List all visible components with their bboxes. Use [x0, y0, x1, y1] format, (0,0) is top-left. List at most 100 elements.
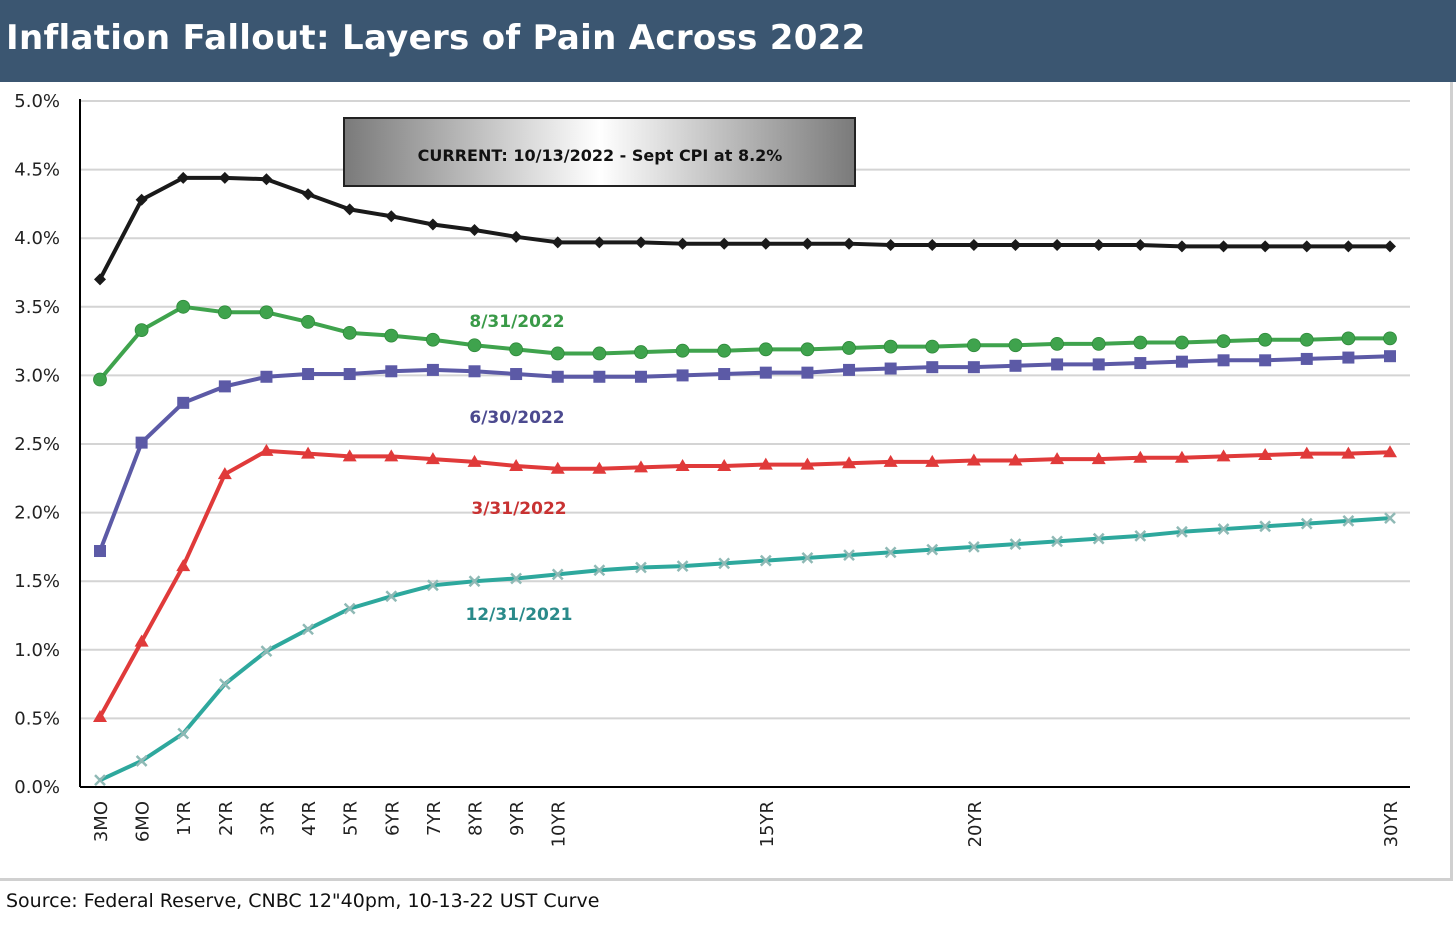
data-point-stroke: [177, 727, 190, 740]
data-point: [93, 710, 107, 723]
data-point: [1384, 350, 1396, 363]
data-point: [302, 623, 314, 636]
y-tick-label: 2.0%: [14, 503, 60, 524]
data-point: [218, 678, 231, 690]
data-point: [593, 564, 606, 577]
data-point: [1342, 514, 1355, 527]
data-point: [385, 365, 398, 378]
annotation-text: CURRENT: 10/13/2022 - Sept CPI at 8.2%: [418, 146, 783, 165]
x-tick-label: 15YR: [757, 801, 778, 847]
data-point-stroke: [385, 590, 398, 603]
data-point: [551, 236, 564, 249]
series-label: 8/31/2022: [469, 312, 564, 332]
data-point: [259, 305, 274, 320]
data-point-stroke: [593, 564, 606, 577]
data-point: [676, 237, 689, 250]
data-point: [176, 299, 191, 314]
data-point: [467, 454, 482, 467]
data-point: [550, 346, 565, 361]
data-point: [177, 171, 190, 184]
x-tick-label: 7YR: [424, 801, 445, 836]
data-point: [1133, 335, 1148, 350]
x-tick-label: 3YR: [257, 801, 278, 836]
data-point: [134, 323, 149, 338]
data-point: [259, 443, 274, 456]
data-point: [260, 645, 273, 658]
x-tick-label: 10YR: [549, 801, 570, 847]
data-point: [675, 343, 690, 358]
data-point: [717, 343, 732, 358]
data-point-stroke: [260, 645, 273, 658]
data-point: [217, 467, 232, 480]
data-point-stroke: [302, 623, 314, 636]
data-point: [93, 372, 107, 387]
y-tick-label: 5.0%: [14, 91, 60, 112]
data-point: [759, 554, 772, 567]
series-line: [98, 304, 1390, 381]
data-point: [842, 341, 856, 355]
data-point: [593, 370, 606, 383]
data-point: [1342, 240, 1355, 253]
series-3-31-2022: [93, 443, 1397, 723]
data-point: [510, 572, 523, 585]
data-point: [842, 456, 857, 469]
data-point: [510, 368, 523, 381]
data-point: [426, 332, 440, 347]
data-point: [218, 380, 231, 393]
data-point: [884, 362, 897, 375]
data-point: [883, 454, 898, 467]
data-point-stroke: [676, 560, 689, 572]
data-point: [94, 545, 106, 558]
data-point: [1091, 452, 1106, 465]
data-point: [676, 369, 689, 382]
data-point: [1259, 520, 1272, 533]
series-labels: 8/31/2022 6/30/2022 3/31/2022 12/31/2021: [465, 312, 572, 625]
data-point-stroke: [1176, 525, 1188, 538]
series-line: [99, 516, 1391, 782]
data-point-stroke: [468, 575, 481, 588]
data-point: [1299, 332, 1314, 347]
data-point: [843, 549, 855, 562]
data-point: [177, 727, 190, 740]
data-point-stroke: [843, 549, 855, 562]
data-point: [510, 230, 523, 243]
data-point-stroke: [1217, 523, 1230, 535]
data-point: [1300, 352, 1313, 365]
data-point: [384, 449, 399, 462]
data-point: [718, 237, 731, 250]
data-point: [1175, 240, 1188, 253]
data-point: [343, 203, 356, 216]
y-tick-label: 1.0%: [14, 640, 60, 661]
data-point: [1259, 354, 1272, 367]
data-point: [1216, 449, 1231, 462]
data-point: [1216, 334, 1231, 349]
series-8-31-2022: [93, 299, 1397, 387]
data-point: [342, 449, 357, 462]
data-point: [1259, 240, 1272, 253]
data-point: [592, 346, 607, 361]
data-point: [301, 446, 316, 459]
data-point: [1009, 359, 1022, 372]
data-point: [550, 461, 565, 474]
data-point-stroke: [551, 568, 564, 581]
y-tick-label: 4.5%: [14, 160, 60, 181]
data-point-stroke: [759, 554, 772, 567]
data-point: [1341, 331, 1356, 346]
data-point: [468, 575, 481, 588]
x-tick-label: 8YR: [466, 801, 487, 836]
data-point: [1050, 336, 1064, 351]
data-point: [717, 458, 732, 471]
data-point: [384, 328, 399, 343]
data-point: [176, 559, 191, 572]
data-point: [1384, 240, 1396, 253]
data-point: [301, 314, 315, 329]
data-point: [1051, 358, 1064, 371]
axes: [79, 99, 1410, 788]
data-point: [1051, 239, 1064, 252]
yield-curve-chart: 0.0% 0.5% 1.0% 1.5% 2.0% 2.5% 3.0% 3.5% 4.0% 4.5%…: [14, 91, 1410, 847]
x-axis-ticks: 3MO 6MO 1YR 2YR 3YR 4YR 5YR 6YR 7YR 8YR 9YR 10YR 15Y…: [91, 801, 1402, 847]
data-point: [718, 557, 731, 570]
series-label: 6/30/2022: [469, 408, 564, 428]
data-point: [177, 396, 190, 409]
series-label: 12/31/2021: [465, 605, 572, 625]
